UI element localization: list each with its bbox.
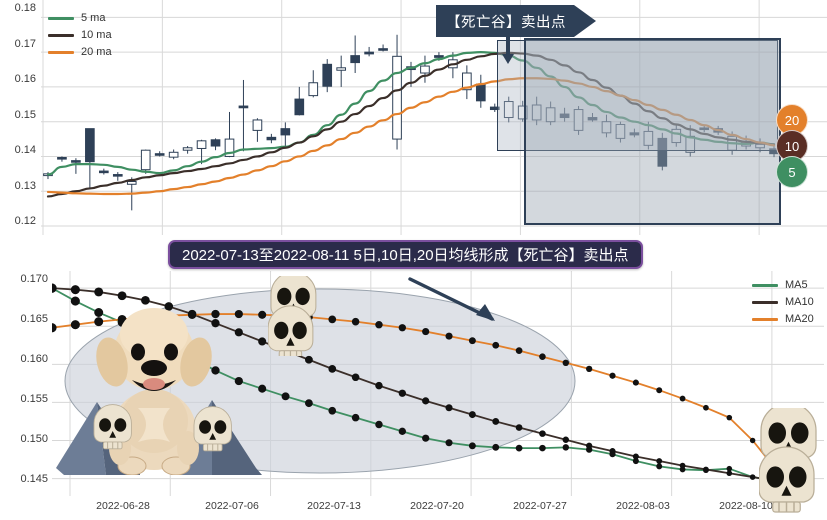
x-tick: 2022-07-06 xyxy=(205,500,259,512)
y-tick: 0.170 xyxy=(20,273,48,285)
legend-swatch-ma5 xyxy=(752,284,778,287)
y-tick: 0.15 xyxy=(14,108,36,121)
x-tick: 2022-07-20 xyxy=(410,500,464,512)
legend-item: MA5 xyxy=(752,279,814,292)
x-tick: 2022-08-10 xyxy=(719,500,773,512)
legend-swatch-ma20 xyxy=(752,318,778,321)
legend-item: 10 ma xyxy=(48,29,112,42)
x-tick: 2022-07-13 xyxy=(307,500,361,512)
sell-point-annotation-label: 【死亡谷】卖出点 xyxy=(436,5,574,37)
legend-item: 20 ma xyxy=(48,46,112,59)
top-chart-y-axis: 0.18 0.17 0.16 0.15 0.14 0.13 0.12 xyxy=(0,0,36,235)
bottom-chart-legend: MA5 MA10 MA20 xyxy=(752,279,814,326)
down-arrow-icon xyxy=(502,36,514,64)
y-tick: 0.165 xyxy=(20,313,48,325)
ma5-badge[interactable]: 5 xyxy=(776,156,808,188)
y-tick: 0.155 xyxy=(20,393,48,405)
y-tick: 0.14 xyxy=(14,144,36,156)
legend-label: MA10 xyxy=(785,296,814,308)
top-chart-legend: 5 ma 10 ma 20 ma xyxy=(48,12,112,59)
highlight-rect-outer xyxy=(524,38,781,225)
x-tick: 2022-06-28 xyxy=(96,500,150,512)
annotation-arrow-head xyxy=(574,5,596,37)
legend-item: 5 ma xyxy=(48,12,112,25)
ma5-badge-label: 5 xyxy=(788,164,796,180)
legend-label: MA20 xyxy=(785,313,814,325)
legend-item: MA20 xyxy=(752,313,814,326)
bottom-chart-x-axis: 2022-06-28 2022-07-06 2022-07-13 2022-07… xyxy=(0,500,827,518)
y-tick: 0.12 xyxy=(14,215,36,227)
legend-swatch-ma20 xyxy=(48,51,74,54)
x-tick: 2022-07-27 xyxy=(513,500,567,512)
legend-label: 10 ma xyxy=(81,29,112,41)
ma20-badge-label: 20 xyxy=(784,112,800,128)
legend-item: MA10 xyxy=(752,296,814,309)
legend-label: MA5 xyxy=(785,279,808,291)
chart-title-banner: 2022-07-13至2022-08-11 5日,10日,20日均线形成【死亡谷… xyxy=(168,240,643,269)
y-tick: 0.145 xyxy=(20,473,48,485)
top-chart-plot-area xyxy=(41,0,827,235)
legend-swatch-ma10 xyxy=(48,34,74,37)
bottom-ma-chart: 0.170 0.165 0.160 0.155 0.150 0.145 xyxy=(0,268,827,520)
y-tick: 0.16 xyxy=(14,73,36,85)
sell-point-annotation: 【死亡谷】卖出点 xyxy=(436,5,596,37)
y-tick: 0.160 xyxy=(20,353,48,365)
bottom-chart-y-axis: 0.170 0.165 0.160 0.155 0.150 0.145 xyxy=(0,268,48,520)
y-tick: 0.13 xyxy=(14,179,36,192)
ma10-badge-label: 10 xyxy=(784,138,800,154)
y-tick: 0.150 xyxy=(20,433,48,445)
legend-swatch-ma10 xyxy=(752,301,778,304)
y-tick: 0.18 xyxy=(14,2,36,14)
x-tick: 2022-08-03 xyxy=(616,500,670,512)
legend-swatch-ma5 xyxy=(48,17,74,20)
highlight-rect-inner xyxy=(497,40,778,151)
top-price-chart: 0.18 0.17 0.16 0.15 0.14 0.13 0.12 5 ma … xyxy=(0,0,827,235)
bottom-chart-plot-area xyxy=(52,271,824,496)
legend-label: 20 ma xyxy=(81,46,112,58)
y-tick: 0.17 xyxy=(14,37,36,50)
chart-title-text: 2022-07-13至2022-08-11 5日,10日,20日均线形成【死亡谷… xyxy=(182,247,629,264)
legend-label: 5 ma xyxy=(81,12,106,24)
